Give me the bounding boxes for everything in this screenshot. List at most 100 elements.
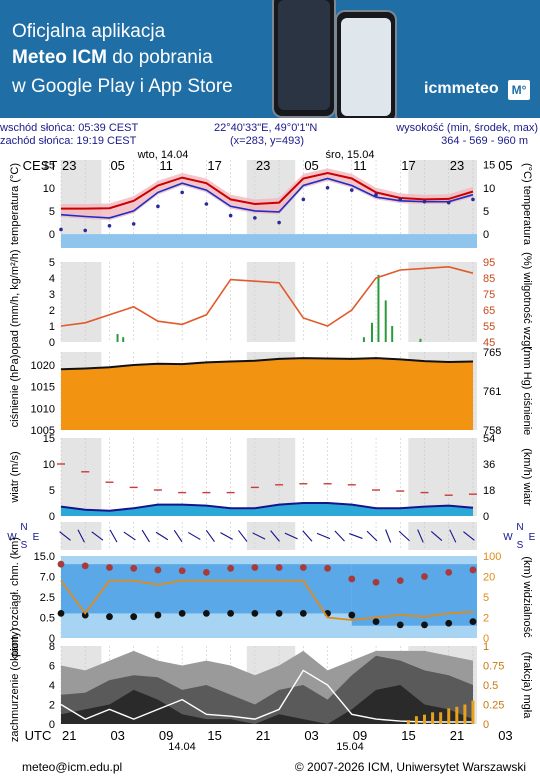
cloud-base-point <box>469 618 477 625</box>
cloud-base-point <box>227 610 235 617</box>
night-band <box>408 438 477 516</box>
wind-ytick: 5 <box>49 485 55 497</box>
cloud-top-point <box>348 575 356 583</box>
cloud-top-point <box>445 569 453 576</box>
wind-ytick: 15 <box>43 433 55 445</box>
cloud-ytick: 15.0 <box>34 551 55 563</box>
wind-direction-arrow <box>238 530 248 542</box>
cloud-top-point <box>421 573 428 580</box>
wind-direction-arrow <box>220 532 234 540</box>
utc-label: UTC <box>25 728 52 743</box>
wind-direction-arrow <box>463 531 475 541</box>
wind-direction-arrow <box>91 531 104 541</box>
precip-bar <box>384 300 387 342</box>
logo-badge-icon: M° <box>508 80 530 100</box>
wind-direction-arrow <box>77 529 85 543</box>
pressure-ylabel-right: (mm Hg) ciśnienie <box>521 347 533 436</box>
dewpoint-point <box>301 197 306 202</box>
coordinates-text: 22°40'33"E, 49°0'1"N <box>214 122 318 134</box>
precip-bar <box>116 334 119 342</box>
wind-direction-arrow <box>109 529 118 543</box>
wind-direction-arrow <box>316 532 331 540</box>
wind-speed-area <box>61 503 473 516</box>
top-hour-tick: 23 <box>256 158 270 173</box>
pressure-series-line <box>60 357 474 371</box>
cloud_cover-series-line <box>60 669 473 723</box>
cest-label: CEST <box>23 158 58 173</box>
dewpoint-point <box>204 202 209 206</box>
compass-s-label: S <box>517 540 524 551</box>
cloud-base-point <box>299 610 307 617</box>
top-hour-tick: 05 <box>110 158 124 173</box>
cloud-top-point <box>130 564 138 572</box>
precip-ytick: 0 <box>49 337 55 349</box>
cloud_cover-ylabel-right: (frakcja) mgła <box>521 652 533 720</box>
top-hour-tick: 05 <box>304 158 318 173</box>
bottom-hour-tick: 15 <box>401 728 415 743</box>
precip_humidity-ylabel: opad (mm/h, kg/m²/h) <box>9 249 21 354</box>
humidity-ytick: 85 <box>483 273 495 285</box>
cloud-base-point <box>421 621 428 629</box>
wind-direction-arrow <box>141 529 150 543</box>
pressure-ytick-right: 758 <box>483 425 501 437</box>
bottom-hour-tick: 09 <box>159 728 173 743</box>
contact-email[interactable]: meteo@icm.edu.pl <box>22 760 123 774</box>
wind-direction-arrow <box>205 529 215 543</box>
fog-bar <box>414 716 418 724</box>
dewpoint-point <box>131 222 136 226</box>
fog-bar <box>422 714 426 724</box>
cloud-base-point <box>275 610 283 617</box>
visibility-ytick: 5 <box>483 592 489 604</box>
cloud-top-point <box>57 560 65 568</box>
wind-ytick-right: 54 <box>483 433 495 445</box>
pressure-ytick-right: 765 <box>483 347 501 359</box>
bottom-hour-tick: 03 <box>110 728 124 743</box>
cloud-top-point <box>396 577 404 584</box>
cloud-base-point <box>178 610 186 617</box>
cloud-base-point <box>251 610 259 617</box>
banner-line-2: Meteo ICM do pobrania <box>12 46 213 70</box>
wind-direction-arrow <box>366 530 378 542</box>
compass-e-label: E <box>529 532 536 543</box>
night-band <box>246 522 296 550</box>
cloud-top-point <box>299 564 307 571</box>
dewpoint-point <box>107 223 112 228</box>
cloud-top-point <box>251 564 259 571</box>
compass-n-label: N <box>516 522 523 533</box>
cloud-top-point <box>178 567 186 575</box>
dewpoint-point <box>374 192 378 197</box>
precip-ytick: 2 <box>49 305 55 317</box>
temperature-ylabel-right: (°C) temperatura <box>521 163 533 246</box>
bottom-hour-tick: 09 <box>353 728 367 743</box>
humidity-ytick: 55 <box>483 321 495 333</box>
fog-bar <box>455 706 459 724</box>
bottom-hour-tick: 21 <box>450 728 464 743</box>
fog-ytick: 0.25 <box>483 700 504 712</box>
dewpoint-point <box>156 204 160 209</box>
icmmeteo-logo: icmmeteo <box>424 80 499 97</box>
wind-direction-arrow <box>284 532 298 540</box>
wind-ytick: 10 <box>43 459 55 471</box>
precip_humidity-ylabel-right: (%) wilgotność wzgl. <box>521 252 533 352</box>
pressure-ytick: 1020 <box>31 360 55 372</box>
wind-direction-arrow <box>270 530 280 542</box>
app-banner[interactable]: Oficjalna aplikacja Meteo ICM do pobrani… <box>0 0 540 118</box>
day-label-top: wto, 14.04 <box>137 149 189 161</box>
cloud-cover-ytick: 8 <box>49 641 55 653</box>
temperature-ytick-right: 15 <box>483 160 495 172</box>
visibility_cloud_base-series-line <box>60 579 474 621</box>
fog-ytick: 0.5 <box>483 680 498 692</box>
bottom-hour-tick: 03 <box>304 728 318 743</box>
cloud-base-point <box>445 619 453 627</box>
visibility-ytick: 2 <box>483 613 489 625</box>
temperature-ylabel: temperatura (°C) <box>9 163 21 245</box>
cloud-top-point <box>469 566 477 574</box>
bottom-hour-tick: 15 <box>207 728 221 743</box>
visibility_cloud_base-ylabel-right: (km) widzialność <box>521 556 533 638</box>
night-band <box>61 438 102 516</box>
fog-bar <box>431 712 435 724</box>
wind-ytick: 0 <box>49 511 55 523</box>
top-hour-tick: 05 <box>498 158 512 173</box>
elevation-values: 364 - 569 - 960 m <box>441 135 528 147</box>
cloud-base-point <box>348 611 356 619</box>
